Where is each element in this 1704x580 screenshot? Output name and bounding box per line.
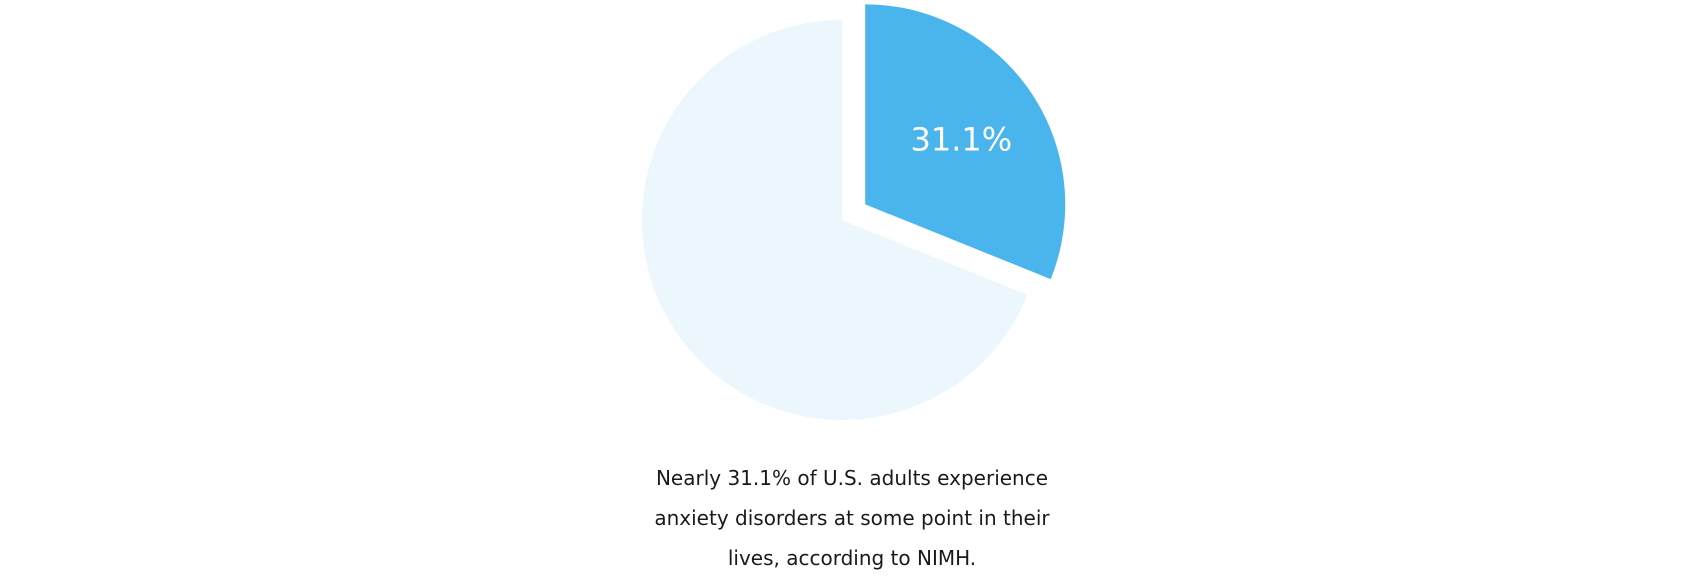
chart-caption: Nearly 31.1% of U.S. adults experience a… [654,466,1050,570]
pie-labels: 31.1% [911,120,1013,158]
pie-slice-label-0: 31.1% [911,120,1013,158]
pie-chart: 31.1% [642,4,1066,420]
pie-slice-0 [865,4,1066,280]
pie-chart-svg: 31.1% [642,4,1066,420]
pie-slice-1 [642,20,1028,420]
pie-slices [642,4,1066,420]
